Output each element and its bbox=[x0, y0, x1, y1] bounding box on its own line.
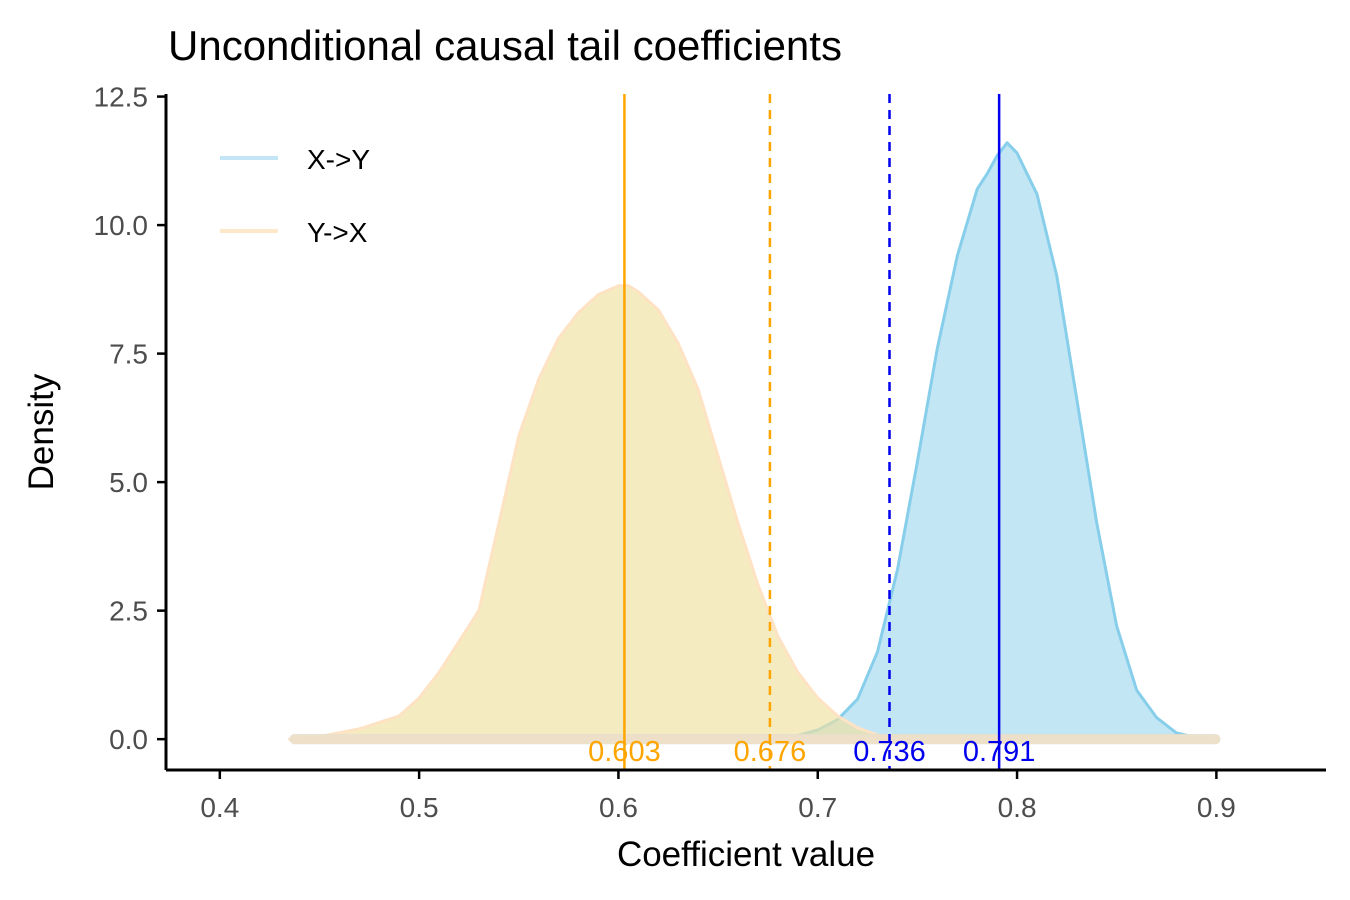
reference-line-label: 0.676 bbox=[734, 736, 807, 768]
plot-area: 0.603 0.676 0.736 0.791 bbox=[288, 94, 1221, 770]
x-tick-label: 0.7 bbox=[798, 792, 837, 823]
reference-line-label: 0.736 bbox=[853, 736, 926, 768]
x-tick-label: 0.5 bbox=[400, 792, 439, 823]
legend-label-y-to-x: Y->X bbox=[307, 217, 368, 248]
reference-line-labels: 0.603 0.676 0.736 0.791 bbox=[588, 736, 1035, 768]
y-tick-label: 5.0 bbox=[109, 467, 148, 498]
reference-line-label: 0.791 bbox=[963, 736, 1036, 768]
x-axis-ticks: 0.4 0.5 0.6 0.7 0.8 0.9 bbox=[200, 770, 1236, 823]
y-axis-title: Density bbox=[22, 373, 61, 490]
x-axis-title: Coefficient value bbox=[617, 835, 875, 874]
y-tick-label: 10.0 bbox=[94, 210, 149, 241]
axes: 0.4 0.5 0.6 0.7 0.8 0.9 0.0 2.5 5.0 7.5 10.0 12.5 bbox=[94, 82, 1326, 823]
y-tick-label: 0.0 bbox=[109, 724, 148, 755]
y-axis-ticks: 0.0 2.5 5.0 7.5 10.0 12.5 bbox=[94, 82, 166, 755]
y-tick-label: 12.5 bbox=[94, 82, 149, 113]
y-tick-label: 7.5 bbox=[109, 339, 148, 370]
x-tick-label: 0.8 bbox=[998, 792, 1037, 823]
rug-band-y-x bbox=[289, 734, 1221, 745]
chart-title: Unconditional causal tail coefficients bbox=[168, 22, 842, 69]
density-areas bbox=[288, 141, 1218, 741]
y-tick-label: 2.5 bbox=[109, 596, 148, 627]
x-tick-label: 0.6 bbox=[599, 792, 638, 823]
legend: X->Y Y->X bbox=[220, 144, 370, 248]
reference-line-label: 0.603 bbox=[588, 736, 661, 768]
legend-label-x-to-y: X->Y bbox=[307, 144, 370, 175]
x-tick-label: 0.4 bbox=[200, 792, 239, 823]
reference-lines bbox=[623, 94, 1001, 770]
rug-marks bbox=[289, 734, 1221, 745]
x-tick-label: 0.9 bbox=[1197, 792, 1236, 823]
